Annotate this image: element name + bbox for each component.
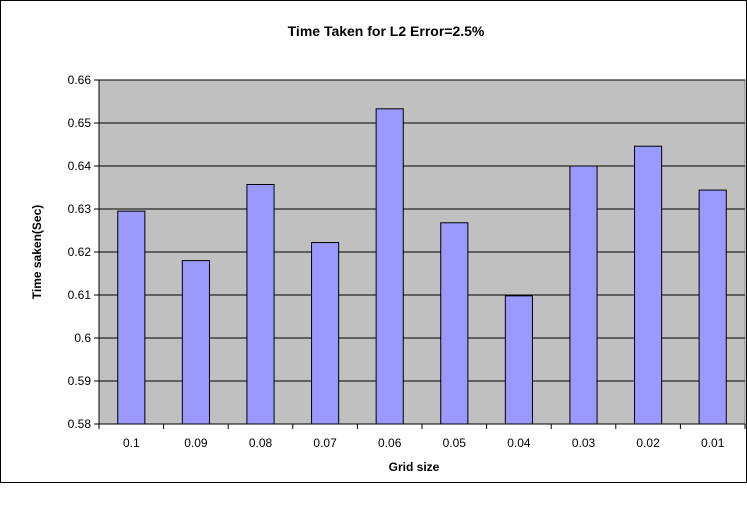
y-tick-label: 0.62 [68,245,92,259]
x-tick-label: 0.05 [443,436,467,450]
x-tick-label: 0.09 [184,436,208,450]
bar-0.01 [698,189,727,425]
y-axis: 0.58 0.59 0.6 0.61 0.62 0.63 0.64 0.65 0.66 [68,73,99,431]
bar-0.08 [246,183,275,425]
y-tick-label: 0.63 [68,202,92,216]
x-tick-label: 0.07 [313,436,337,450]
bar-0.1 [117,210,146,425]
bar-chart: Time Taken for L2 Error=2.5% 0.58 0.59 0.6… [30,23,746,474]
y-tick-label: 0.58 [68,417,92,431]
bar-0.09 [181,260,210,425]
y-axis-label: Time saken(Sec) [30,205,44,300]
x-tick-label: 0.06 [378,436,402,450]
bar-0.04 [504,295,533,425]
x-axis: 0.1 0.09 0.08 0.07 0.06 0.05 0.04 0.03 0.02 0.01 [98,424,746,450]
y-tick-label: 0.6 [74,331,91,345]
y-tick-label: 0.61 [68,288,92,302]
bar-0.05 [440,222,469,425]
x-tick-label: 0.08 [249,436,273,450]
x-tick-label: 0.1 [123,436,140,450]
chart-frame: Time Taken for L2 Error=2.5% 0.58 0.59 0.6… [0,0,747,483]
x-tick-label: 0.03 [572,436,596,450]
chart-title: Time Taken for L2 Error=2.5% [288,23,485,39]
bar-0.02 [634,145,663,425]
y-tick-label: 0.64 [68,159,92,173]
y-tick-label: 0.65 [68,116,92,130]
bars [117,108,727,425]
x-axis-label: Grid size [389,460,440,474]
x-tick-label: 0.04 [507,436,531,450]
y-tick-label: 0.66 [68,73,92,87]
x-tick-label: 0.01 [701,436,725,450]
bar-0.06 [375,108,404,425]
y-tick-label: 0.59 [68,374,92,388]
bar-0.03 [569,165,598,425]
bar-0.07 [311,242,340,425]
x-tick-label: 0.02 [636,436,660,450]
